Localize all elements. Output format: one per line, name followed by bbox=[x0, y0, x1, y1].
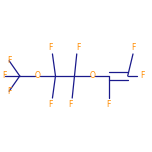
Text: F: F bbox=[131, 43, 135, 52]
Text: F: F bbox=[49, 43, 53, 52]
Text: F: F bbox=[69, 100, 73, 109]
Text: F: F bbox=[7, 87, 11, 96]
Text: F: F bbox=[76, 43, 80, 52]
Text: F: F bbox=[7, 56, 11, 65]
Text: O: O bbox=[90, 71, 96, 81]
Text: F: F bbox=[141, 71, 145, 81]
Text: F: F bbox=[107, 100, 111, 109]
Text: O: O bbox=[34, 71, 40, 81]
Text: F: F bbox=[49, 100, 53, 109]
Text: F: F bbox=[2, 71, 7, 81]
